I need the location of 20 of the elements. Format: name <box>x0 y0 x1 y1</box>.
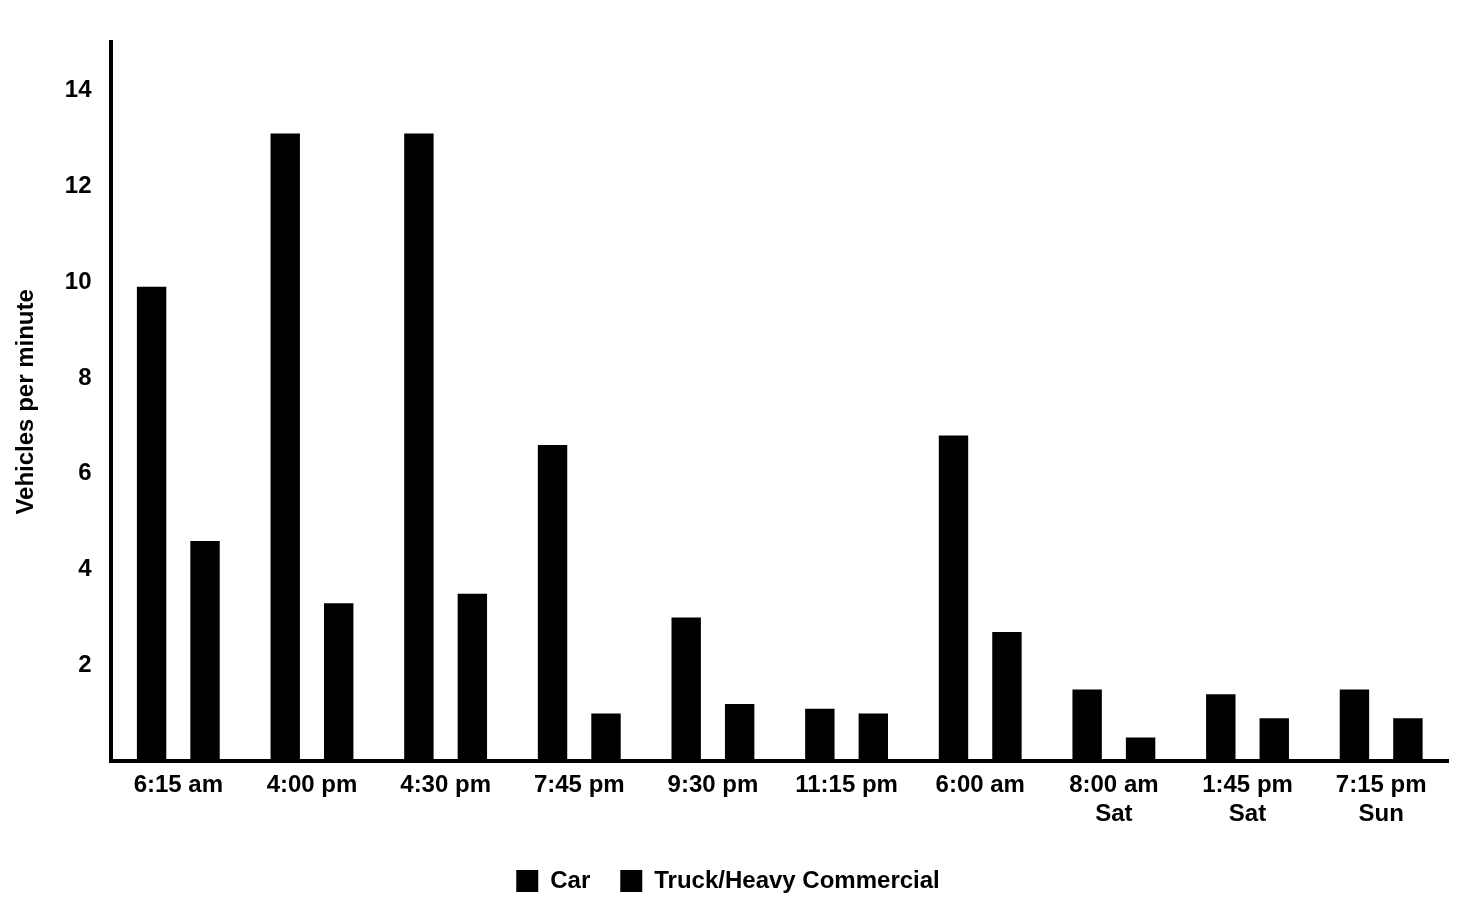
y-tick-label: 8 <box>78 362 92 390</box>
x-tick-label: 8:00 am Sat <box>1069 770 1159 827</box>
x-tick-label: 9:30 pm <box>667 770 759 798</box>
y-tick-label: 14 <box>64 74 93 102</box>
x-tick-label: 4:00 pm <box>266 770 358 798</box>
x-tick-label: 6:00 am <box>935 770 1025 798</box>
x-tick-label: 6:15 am <box>133 770 224 798</box>
y-tick-label: 4 <box>78 554 93 582</box>
x-tick-label: 7:45 pm <box>533 770 625 798</box>
y-tick-label: 2 <box>78 650 92 678</box>
legend-label: Car <box>550 865 591 893</box>
y-tick-label: 6 <box>78 458 92 486</box>
x-tick-label: 4:30 pm <box>400 770 491 798</box>
y-axis-title: Vehicles per minute <box>11 289 39 515</box>
y-tick-label: 12 <box>64 170 92 198</box>
y-tick-label: 10 <box>64 266 92 294</box>
legend-label: Truck/Heavy Commercial <box>654 865 940 893</box>
x-tick-label: 11:15 pm <box>795 770 898 798</box>
x-tick-label: 1:45 pm Sat <box>1202 770 1293 827</box>
x-tick-label: 7:15 pm Sun <box>1335 770 1427 827</box>
